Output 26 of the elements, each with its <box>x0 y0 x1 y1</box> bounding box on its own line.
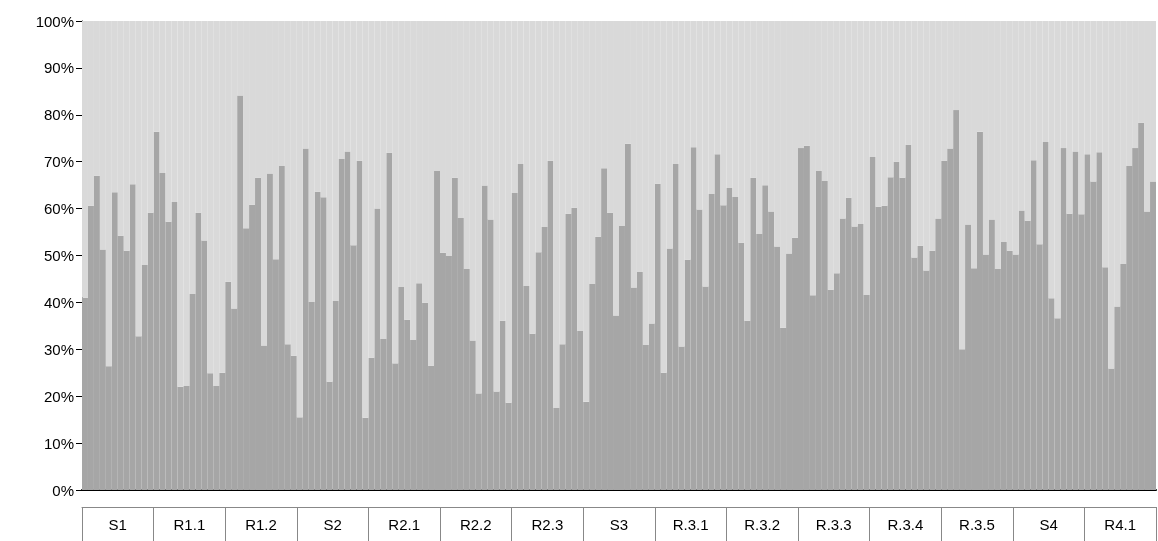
x-tick-label: R.3.3 <box>815 516 852 533</box>
x-tick-label: R2.2 <box>459 516 492 533</box>
x-tick-label: R.3.2 <box>744 516 781 533</box>
y-tick-label: 20% <box>43 387 74 405</box>
y-tick-label: 90% <box>43 59 74 77</box>
x-tick-label: R2.3 <box>531 516 564 533</box>
y-tick-label: 30% <box>43 340 74 358</box>
y-tick-label: 60% <box>43 200 74 218</box>
x-tick-label: R.3.4 <box>887 516 924 533</box>
y-tick-label: 40% <box>43 293 74 311</box>
x-tick-label: R2.1 <box>388 516 421 533</box>
y-tick-label: 80% <box>43 106 74 124</box>
x-tick-label: S3 <box>609 516 629 533</box>
x-tick-label: R1.1 <box>173 516 206 533</box>
y-tick-label: 70% <box>43 153 74 171</box>
x-tick-label: R.3.5 <box>959 516 995 533</box>
y-tick-label: 0% <box>52 481 74 499</box>
x-tick-label: S1 <box>108 516 127 533</box>
y-tick-label: 100% <box>35 12 74 30</box>
x-tick-label: R.3.1 <box>672 516 709 533</box>
x-tick-label: R4.1 <box>1104 516 1137 533</box>
x-tick-label: S2 <box>323 516 342 533</box>
x-tick-label: R1.2 <box>245 516 277 533</box>
y-tick-label: 50% <box>43 247 74 264</box>
x-tick-label: S4 <box>1039 516 1058 533</box>
y-tick-label: 10% <box>43 434 74 452</box>
